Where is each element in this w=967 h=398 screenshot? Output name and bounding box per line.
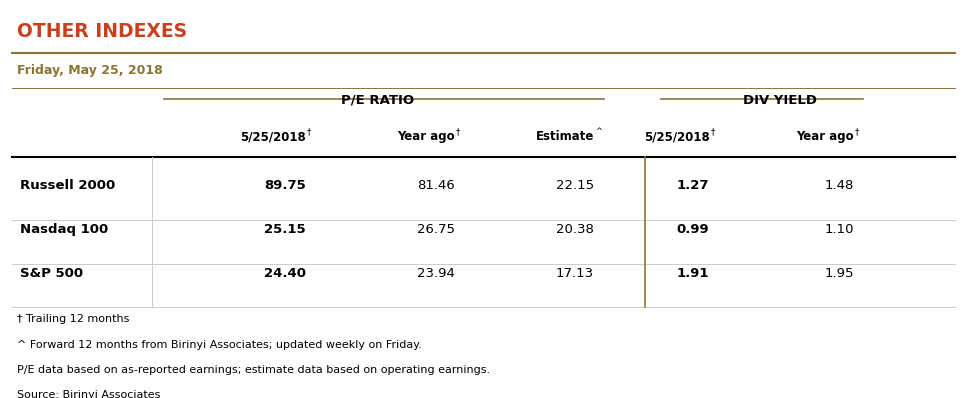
Text: 22.15: 22.15 <box>556 179 594 192</box>
Text: Year ago: Year ago <box>796 130 854 143</box>
Text: 1.95: 1.95 <box>824 267 854 279</box>
Text: S&P 500: S&P 500 <box>20 267 83 279</box>
Text: 1.10: 1.10 <box>824 223 854 236</box>
Text: 81.46: 81.46 <box>417 179 454 192</box>
Text: Year ago: Year ago <box>397 130 454 143</box>
Text: †: † <box>711 127 715 136</box>
Text: P/E data based on as-reported earnings; estimate data based on operating earning: P/E data based on as-reported earnings; … <box>17 365 490 375</box>
Text: Source: Birinyi Associates: Source: Birinyi Associates <box>17 390 161 398</box>
Text: OTHER INDEXES: OTHER INDEXES <box>17 22 188 41</box>
Text: Nasdaq 100: Nasdaq 100 <box>20 223 108 236</box>
Text: † Trailing 12 months: † Trailing 12 months <box>17 314 130 324</box>
Text: ^ Forward 12 months from Birinyi Associates; updated weekly on Friday.: ^ Forward 12 months from Birinyi Associa… <box>17 339 422 349</box>
Text: 1.48: 1.48 <box>824 179 854 192</box>
Text: Estimate: Estimate <box>536 130 594 143</box>
Text: Friday, May 25, 2018: Friday, May 25, 2018 <box>17 64 163 77</box>
Text: 89.75: 89.75 <box>264 179 306 192</box>
Text: DIV YIELD: DIV YIELD <box>743 94 816 107</box>
Text: 26.75: 26.75 <box>417 223 454 236</box>
Text: 23.94: 23.94 <box>417 267 454 279</box>
Text: P/E RATIO: P/E RATIO <box>341 94 414 107</box>
Text: 0.99: 0.99 <box>677 223 710 236</box>
Text: †: † <box>855 127 859 136</box>
Text: 5/25/2018: 5/25/2018 <box>644 130 710 143</box>
Text: 17.13: 17.13 <box>556 267 594 279</box>
Text: 25.15: 25.15 <box>264 223 306 236</box>
Text: 1.27: 1.27 <box>677 179 710 192</box>
Text: ^: ^ <box>595 127 602 136</box>
Text: †: † <box>455 127 460 136</box>
Text: 1.91: 1.91 <box>677 267 710 279</box>
Text: Russell 2000: Russell 2000 <box>20 179 115 192</box>
Text: 20.38: 20.38 <box>556 223 594 236</box>
Text: 5/25/2018: 5/25/2018 <box>240 130 306 143</box>
Text: †: † <box>307 127 310 136</box>
Text: 24.40: 24.40 <box>264 267 306 279</box>
